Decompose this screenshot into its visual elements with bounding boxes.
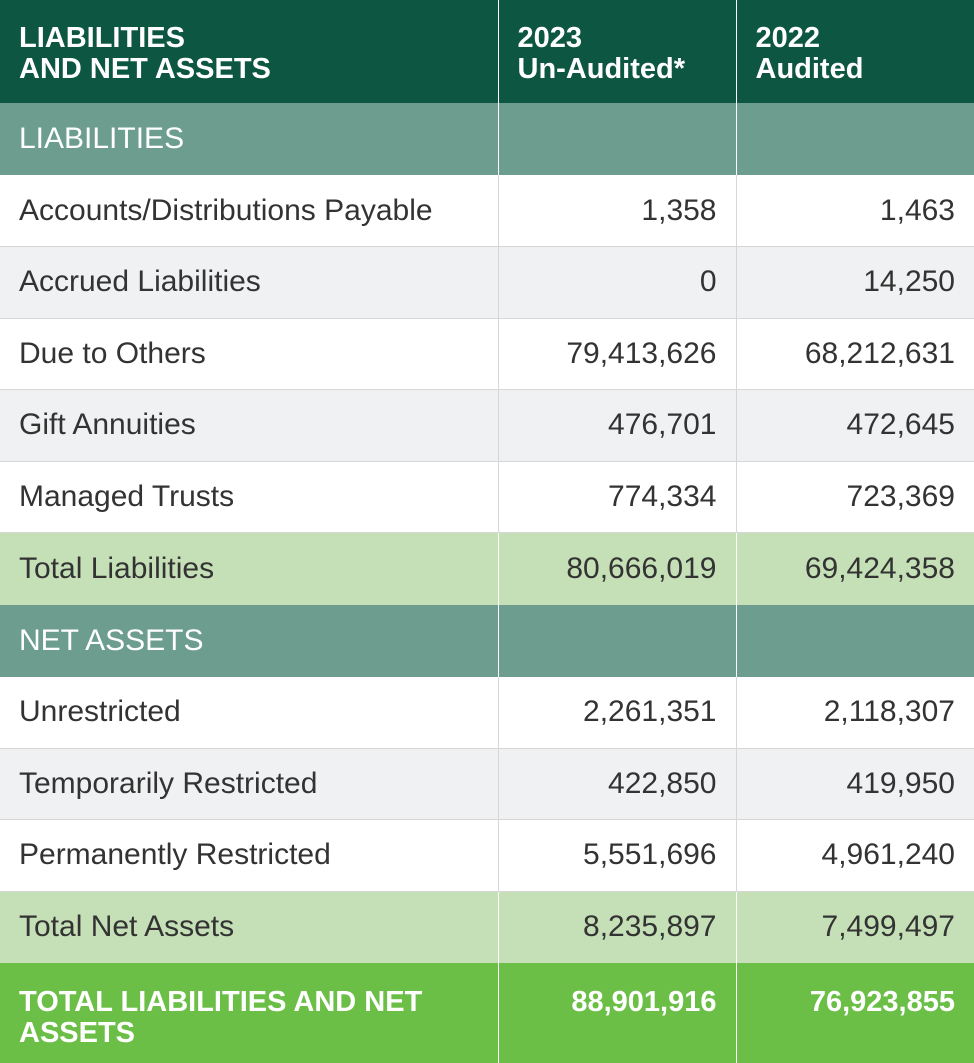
table-row: Temporarily Restricted 422,850 419,950 [0,748,974,820]
row-label: Accounts/Distributions Payable [0,175,499,247]
table-row: Accounts/Distributions Payable 1,358 1,4… [0,175,974,247]
grand-total-value-2023: 88,901,916 [498,963,737,1063]
row-label: Unrestricted [0,676,499,749]
header-2022-year: 2022 [755,21,821,54]
grand-total-row: TOTAL LIABILITIES AND NET ASSETS 88,901,… [0,963,974,1063]
total-value-2023: 80,666,019 [498,532,737,605]
value-2023: 79,413,626 [498,318,737,390]
grand-total-label: TOTAL LIABILITIES AND NET ASSETS [0,963,499,1063]
value-2022: 1,463 [736,175,974,247]
table-header-row: LIABILITIES AND NET ASSETS 2023 Un-Audit… [0,0,974,103]
table-row: Unrestricted 2,261,351 2,118,307 [0,676,974,749]
value-2022: 472,645 [736,389,974,462]
row-label: Due to Others [0,318,499,390]
value-2022: 419,950 [736,748,974,820]
header-2022-status: Audited [755,52,864,85]
row-label: Accrued Liabilities [0,246,499,319]
total-label: Total Net Assets [0,891,499,963]
header-2022: 2022 Audited [736,0,974,103]
total-value-2022: 7,499,497 [736,891,974,963]
header-category-line1: LIABILITIES [19,21,185,54]
table-row: Due to Others 79,413,626 68,212,631 [0,318,974,390]
value-2023: 1,358 [498,175,737,247]
table-row: Gift Annuities 476,701 472,645 [0,389,974,462]
total-value-2023: 8,235,897 [498,891,737,963]
value-2023: 0 [498,246,737,319]
header-2023-status: Un-Audited* [517,52,686,85]
section-label: NET ASSETS [0,604,499,677]
total-net-assets-row: Total Net Assets 8,235,897 7,499,497 [0,891,974,963]
header-2023-year: 2023 [517,21,583,54]
row-label: Temporarily Restricted [0,748,499,820]
header-category: LIABILITIES AND NET ASSETS [0,0,499,103]
value-2022: 68,212,631 [736,318,974,390]
total-liabilities-row: Total Liabilities 80,666,019 69,424,358 [0,532,974,605]
row-label: Gift Annuities [0,389,499,462]
grand-total-value-2022: 76,923,855 [736,963,974,1063]
header-2023: 2023 Un-Audited* [498,0,737,103]
value-2022: 14,250 [736,246,974,319]
value-2023: 2,261,351 [498,676,737,749]
total-value-2022: 69,424,358 [736,532,974,605]
value-2023: 422,850 [498,748,737,820]
value-2022: 723,369 [736,461,974,533]
row-label: Permanently Restricted [0,819,499,892]
header-category-line2: AND NET ASSETS [19,52,271,85]
table-row: Managed Trusts 774,334 723,369 [0,461,974,533]
value-2022: 2,118,307 [736,676,974,749]
total-label: Total Liabilities [0,532,499,605]
section-row-net-assets: NET ASSETS [0,604,974,677]
table-row: Permanently Restricted 5,551,696 4,961,2… [0,819,974,892]
value-2023: 774,334 [498,461,737,533]
table-row: Accrued Liabilities 0 14,250 [0,246,974,319]
value-2023: 5,551,696 [498,819,737,892]
section-row-liabilities: LIABILITIES [0,103,974,175]
value-2023: 476,701 [498,389,737,462]
section-label: LIABILITIES [0,103,499,175]
row-label: Managed Trusts [0,461,499,533]
value-2022: 4,961,240 [736,819,974,892]
